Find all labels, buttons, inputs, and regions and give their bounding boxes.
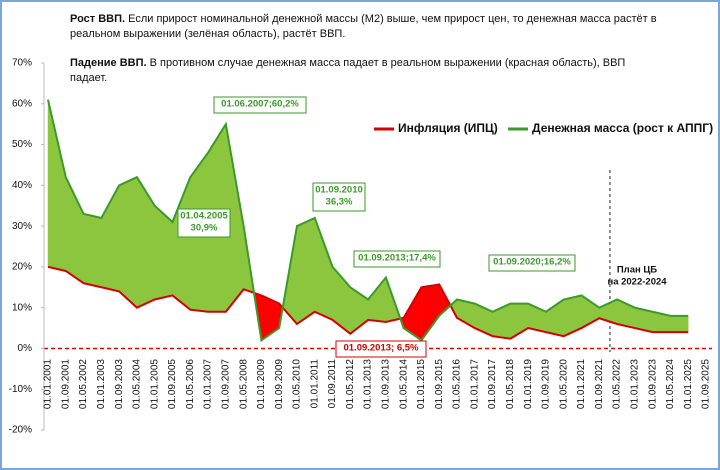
x-tick-label: 01.05.2020: [558, 359, 569, 409]
x-tick-label: 01.01.2005: [149, 359, 160, 409]
annotation: 36,3%: [326, 197, 353, 208]
annotation-box: [213, 96, 307, 114]
note: Рост ВВП. Если прирост номинальной денеж…: [70, 12, 660, 42]
x-tick-label: 01.01.2007: [203, 359, 214, 409]
x-tick-label: 01.09.2025: [701, 359, 712, 409]
x-tick-label: 01.05.2022: [612, 359, 623, 409]
legend-label: Инфляция (ИПЦ): [398, 121, 498, 135]
x-tick-label: 01.09.2007: [220, 359, 231, 409]
annotation: 01.09.2010: [315, 185, 363, 196]
annotation: 01.09.2020;16,2%: [493, 257, 571, 268]
x-tick-label: 01.09.2021: [594, 359, 605, 409]
notes: Рост ВВП. Если прирост номинальной денеж…: [70, 12, 660, 100]
x-tick-label: 01.01.2003: [96, 359, 107, 409]
annotation: План ЦБ: [617, 265, 657, 276]
y-tick-label: 20%: [12, 262, 32, 273]
note-text: В противном случае денежная масса падает…: [70, 57, 626, 84]
x-tick-label: 01.05.2006: [185, 359, 196, 409]
series-line: [47, 265, 689, 340]
annotation: 01.06.2007;60,2%: [221, 99, 299, 110]
annotation: 01.04.2005: [180, 211, 228, 222]
note: Падение ВВП. В противном случае денежная…: [70, 56, 660, 86]
x-tick-label: 01.01.2023: [629, 359, 640, 409]
annotation-box: [177, 208, 231, 238]
x-tick-label: 01.05.2024: [665, 359, 676, 409]
area-fill: [367, 276, 387, 323]
area-fill: [83, 213, 102, 288]
area-fill: [118, 176, 138, 309]
x-tick-label: 01.09.2019: [541, 359, 552, 409]
x-tick-label: 01.05.2004: [132, 359, 143, 409]
x-tick-label: 01.01.2009: [256, 359, 267, 409]
series-line: [47, 99, 689, 343]
annotation: 01.09.2013; 6,5%: [343, 343, 419, 354]
x-tick-label: 01.01.2015: [416, 359, 427, 409]
x-tick-label: 01.05.2010: [292, 359, 303, 409]
x-tick-label: 01.05.2002: [78, 359, 89, 409]
x-tick-label: 01.09.2017: [487, 359, 498, 409]
x-tick-label: 01.05.2016: [452, 359, 463, 409]
x-tick-label: 01.01.2019: [523, 359, 534, 409]
y-tick-label: 0%: [18, 343, 33, 354]
note-bold: Рост ВВП.: [70, 13, 126, 25]
y-tick-label: -20%: [9, 425, 32, 436]
area-fill: [492, 303, 511, 339]
annotation: на 2022-2024: [607, 277, 667, 288]
x-tick-label: 01.01.2017: [469, 359, 480, 409]
x-tick-label: 01.09.2005: [167, 359, 178, 409]
x-tick-label: 01.05.2018: [505, 359, 516, 409]
x-tick-label: 01.01.2011: [309, 359, 320, 409]
x-tick-label: 01.01.2021: [576, 359, 587, 409]
area-fill: [670, 315, 689, 333]
area-fill: [296, 217, 315, 325]
x-tick-label: 01.01.2001: [43, 359, 54, 409]
y-tick-label: 40%: [12, 180, 32, 191]
x-tick-label: 01.05.2014: [398, 359, 409, 409]
annotation-box: [488, 254, 576, 272]
x-tick-label: 01.09.2001: [60, 359, 71, 409]
area-fill: [421, 284, 440, 342]
area-fill: [47, 99, 67, 272]
y-tick-label: 10%: [12, 302, 32, 313]
x-tick-label: 01.09.2009: [274, 359, 285, 409]
y-tick-label: 70%: [12, 58, 32, 69]
x-tick-label: 01.01.2025: [683, 359, 694, 409]
x-tick-label: 01.09.2013: [381, 359, 392, 409]
y-tick-label: 50%: [12, 139, 32, 150]
area-fill: [136, 176, 155, 309]
legend-label: Денежная масса (рост к АППГ): [532, 121, 713, 135]
x-tick-label: 01.09.2003: [114, 359, 125, 409]
y-tick-label: -10%: [9, 384, 32, 395]
note-bold: Падение ВВП.: [70, 57, 147, 69]
area-fill: [314, 217, 333, 321]
x-tick-label: 01.09.2023: [647, 359, 658, 409]
x-tick-label: 01.05.2012: [345, 359, 356, 409]
annotation-box: [335, 340, 427, 358]
y-tick-label: 60%: [12, 98, 32, 109]
area-fill: [65, 177, 84, 284]
note-text: Если прирост номинальной денежной массы …: [70, 13, 657, 40]
x-tick-label: 01.09.2011: [327, 359, 338, 409]
annotation-box: [353, 250, 441, 268]
x-tick-label: 01.05.2008: [238, 359, 249, 409]
x-tick-label: 01.09.2015: [434, 359, 445, 409]
annotation: 01.09.2013;17,4%: [358, 253, 436, 264]
annotation: 30,9%: [191, 223, 218, 234]
annotation-box: [312, 182, 366, 212]
x-tick-label: 01.01.2013: [363, 359, 374, 409]
y-tick-label: 30%: [12, 221, 32, 232]
